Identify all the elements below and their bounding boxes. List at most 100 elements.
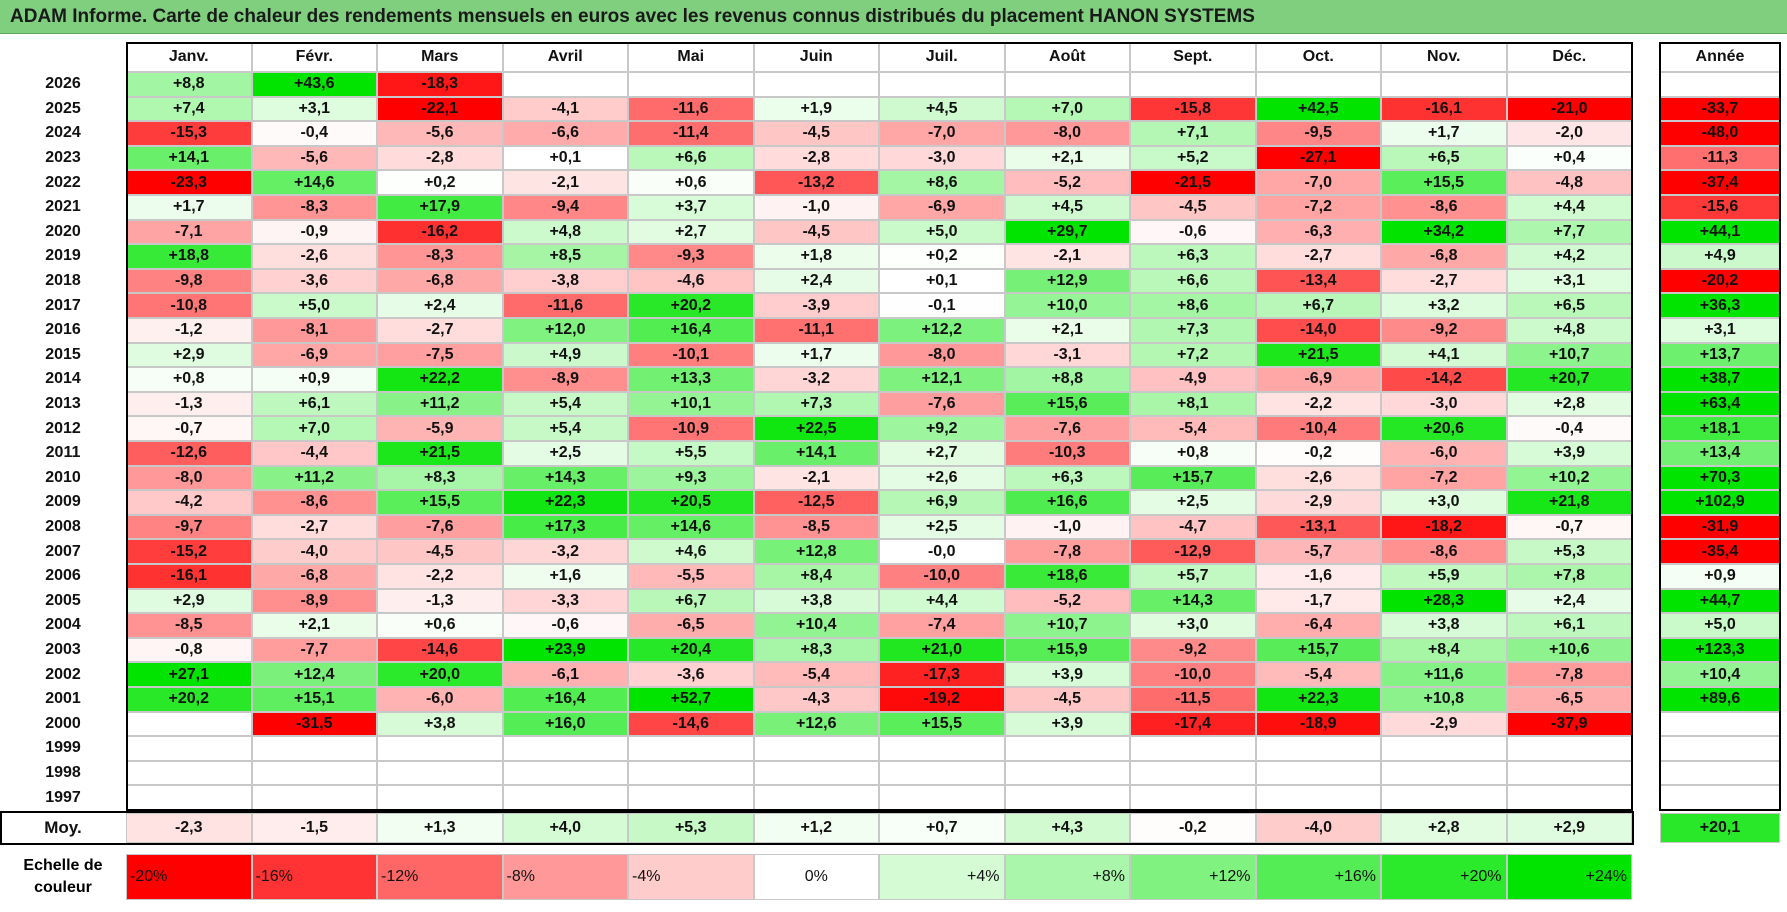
- year-label-2001: 2001: [45, 690, 81, 708]
- heat-cell-2012-12: -0,4: [1506, 416, 1632, 441]
- heat-cell-2026-8: [1004, 72, 1130, 97]
- heat-cell-2014-5: +13,3: [628, 367, 754, 392]
- heat-cell-2012-4: +5,4: [502, 416, 628, 441]
- heat-cell-2024-12: -2,0: [1506, 121, 1632, 146]
- heat-cell-2023-5: +6,6: [628, 145, 754, 171]
- heat-cell-2012-8: -7,6: [1004, 416, 1130, 441]
- heat-cell-2008-12: -0,7: [1506, 514, 1632, 540]
- average-label: Moy.: [44, 818, 82, 837]
- heat-cell-2001-3: -6,0: [377, 687, 503, 712]
- heat-cell-2002-2: +12,4: [251, 662, 377, 687]
- heat-cell-2009-5: +20,5: [628, 490, 754, 515]
- heat-cell-1999-1: [126, 736, 252, 761]
- heat-cell-1998-5: [628, 760, 754, 786]
- heat-cell-2001-8: -4,5: [1004, 687, 1130, 712]
- heat-cell-2025-6: +1,9: [753, 96, 879, 122]
- heat-cell-2014-3: +22,2: [377, 367, 503, 392]
- heat-cell-2011-1: -12,6: [126, 441, 252, 466]
- heat-cell-2003-6: +8,3: [753, 637, 879, 663]
- heat-cell-2022-5: +0,6: [628, 170, 754, 195]
- heat-cell-2026-11: [1381, 72, 1507, 97]
- heat-cell-2001-4: +16,4: [502, 687, 628, 712]
- heat-cell-2018-5: -4,6: [628, 268, 754, 294]
- heat-cell-2017-7: -0,1: [879, 293, 1005, 318]
- heat-cell-2002-12: -7,8: [1506, 662, 1632, 687]
- color-scale-step-2: -16%: [251, 854, 377, 900]
- heat-cell-2008-5: +14,6: [628, 514, 754, 540]
- year-label-2014: 2014: [45, 370, 81, 388]
- heat-cell-2025-11: -16,1: [1381, 96, 1507, 122]
- heat-cell-2000-3: +3,8: [377, 711, 503, 737]
- heat-cell-2021-2: -8,3: [251, 195, 377, 220]
- color-scale-step-4: -8%: [502, 854, 628, 900]
- heat-cell-2012-6: +22,5: [753, 416, 879, 441]
- heat-cell-2006-1: -16,1: [126, 564, 252, 589]
- heat-cell-2024-9: +7,1: [1130, 121, 1256, 146]
- heat-cell-2003-11: +8,4: [1381, 637, 1507, 663]
- heat-cell-2004-7: -7,4: [879, 613, 1005, 638]
- heat-cell-1998-7: [879, 760, 1005, 786]
- annual-cell-1999: [1660, 736, 1780, 761]
- heat-cell-2018-10: -13,4: [1255, 268, 1381, 294]
- heat-cell-2007-3: -4,5: [377, 539, 503, 564]
- heat-cell-2005-4: -3,3: [502, 588, 628, 614]
- heat-cell-2016-1: -1,2: [126, 318, 252, 343]
- heat-cell-2001-10: +22,3: [1255, 687, 1381, 712]
- heat-cell-2016-3: -2,7: [377, 318, 503, 343]
- heat-cell-2009-10: -2,9: [1255, 490, 1381, 515]
- heat-cell-2009-1: -4,2: [126, 490, 252, 515]
- heat-cell-2014-7: +12,1: [879, 367, 1005, 392]
- heat-cell-2023-6: -2,8: [753, 145, 879, 171]
- annual-cell-1997: [1660, 785, 1780, 810]
- heat-cell-2002-1: +27,1: [126, 662, 252, 687]
- heat-cell-2016-8: +2,1: [1004, 318, 1130, 343]
- color-scale-step-6: 0%: [753, 854, 879, 900]
- heat-cell-2014-4: -8,9: [502, 367, 628, 392]
- heat-cell-2008-11: -18,2: [1381, 514, 1507, 540]
- heat-cell-2017-1: -10,8: [126, 293, 252, 318]
- heat-cell-2026-10: [1255, 72, 1381, 97]
- heat-cell-2014-12: +20,7: [1506, 367, 1632, 392]
- heat-cell-1997-8: [1004, 785, 1130, 810]
- heat-cell-2019-11: -6,8: [1381, 244, 1507, 269]
- heat-cell-2013-12: +2,8: [1506, 391, 1632, 417]
- heat-cell-2003-10: +15,7: [1255, 637, 1381, 663]
- heat-cell-2019-9: +6,3: [1130, 244, 1256, 269]
- heat-cell-2000-9: -17,4: [1130, 711, 1256, 737]
- heat-cell-2018-9: +6,6: [1130, 268, 1256, 294]
- month-header-1: Janv.: [126, 42, 252, 72]
- average-cell-2: -1,5: [251, 813, 377, 843]
- heat-cell-2001-9: -11,5: [1130, 687, 1256, 712]
- heat-cell-2005-5: +6,7: [628, 588, 754, 614]
- heat-cell-2013-9: +8,1: [1130, 391, 1256, 417]
- heat-cell-2022-3: +0,2: [377, 170, 503, 195]
- heat-cell-2005-3: -1,3: [377, 588, 503, 614]
- heat-cell-2024-10: -9,5: [1255, 121, 1381, 146]
- heat-cell-1997-1: [126, 785, 252, 810]
- heat-cell-2026-4: [502, 72, 628, 97]
- heat-cell-2022-4: -2,1: [502, 170, 628, 195]
- heat-cell-2002-9: -10,0: [1130, 662, 1256, 687]
- heat-cell-2024-3: -5,6: [377, 121, 503, 146]
- heat-cell-2006-7: -10,0: [879, 564, 1005, 589]
- heat-cell-2011-5: +5,5: [628, 441, 754, 466]
- heat-cell-2001-2: +15,1: [251, 687, 377, 712]
- heat-cell-2002-5: -3,6: [628, 662, 754, 687]
- heat-cell-2010-12: +10,2: [1506, 465, 1632, 491]
- year-label-1998: 1998: [45, 764, 81, 782]
- year-label-2007: 2007: [45, 542, 81, 560]
- heat-cell-2004-4: -0,6: [502, 613, 628, 638]
- heat-cell-1998-10: [1255, 760, 1381, 786]
- heat-cell-2010-10: -2,6: [1255, 465, 1381, 491]
- year-label-2023: 2023: [45, 149, 81, 167]
- heat-cell-2022-10: -7,0: [1255, 170, 1381, 195]
- heat-cell-2019-10: -2,7: [1255, 244, 1381, 269]
- heat-cell-2026-12: [1506, 72, 1632, 97]
- annual-cell-2026: [1660, 72, 1780, 97]
- heat-cell-2015-12: +10,7: [1506, 342, 1632, 368]
- heat-cell-2020-4: +4,8: [502, 219, 628, 245]
- year-label-2009: 2009: [45, 493, 81, 511]
- heat-cell-2007-4: -3,2: [502, 539, 628, 564]
- heat-cell-2023-4: +0,1: [502, 145, 628, 171]
- heat-cell-2018-7: +0,1: [879, 268, 1005, 294]
